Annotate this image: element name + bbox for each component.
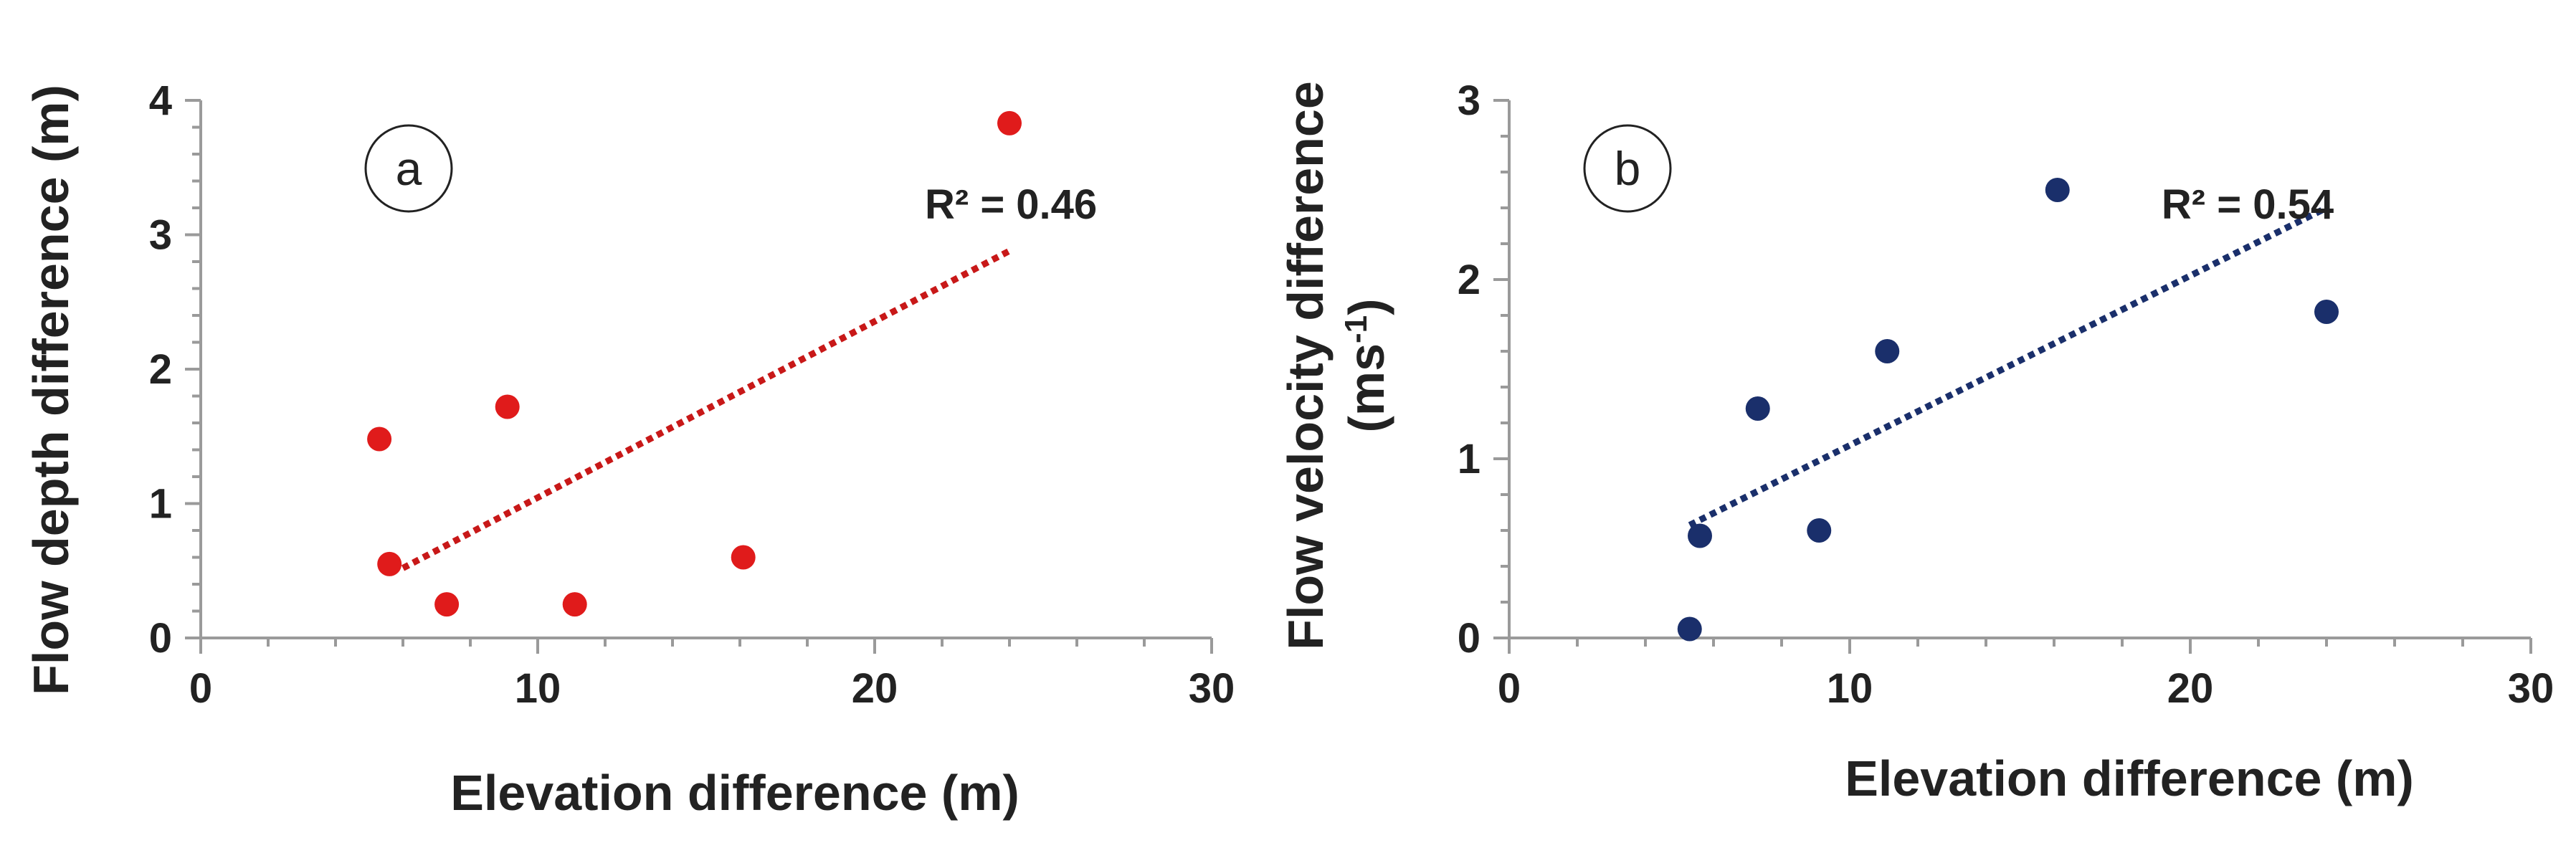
- panel-b-points: [1677, 178, 2339, 642]
- panel-b-y-unit: (ms-1): [1339, 299, 1394, 433]
- panel-b-x-tick-labels: 0 10 20 30: [1498, 665, 2554, 712]
- panel-a-data-point: [367, 426, 392, 452]
- panel-b-x-tick-label: 20: [2167, 665, 2214, 712]
- panel-b-y-title: Flow velocity difference: [1278, 81, 1334, 650]
- panel-b-x-tick-label: 10: [1827, 665, 1873, 712]
- panel-b-y-tick-label: 0: [1458, 615, 1481, 662]
- panel-a-trendline: [401, 248, 1012, 571]
- chart-panel-a: 0 10 20 30 0 1 2 3 4 R² = 0.46 a Elevation diff…: [23, 77, 1235, 821]
- panel-a-y-tick-label: 0: [149, 615, 172, 662]
- panel-b-letter: b: [1615, 142, 1641, 195]
- panel-a-data-point: [731, 545, 756, 570]
- panel-b-data-point: [2314, 300, 2339, 324]
- panel-a-data-point: [495, 394, 520, 419]
- panel-b-r-squared: R² = 0.54: [2162, 181, 2334, 228]
- panel-a-data-point: [997, 110, 1022, 135]
- panel-a-x-title: Elevation difference (m): [450, 765, 1020, 821]
- panel-a-y-tick-label: 3: [149, 212, 172, 259]
- panel-b-data-point: [1745, 396, 1770, 421]
- panel-a-y-tick-label: 1: [149, 481, 172, 528]
- panel-a-x-tick-label: 0: [189, 665, 212, 712]
- panel-b-label-circle: [1583, 124, 1672, 213]
- panel-a-label-circle: [364, 124, 453, 213]
- panel-b-y-tick-label: 2: [1458, 257, 1481, 303]
- panel-b-y-tick-label: 3: [1458, 77, 1481, 124]
- panel-a-y-tick-label: 4: [149, 77, 172, 124]
- panel-a-letter: a: [396, 142, 422, 195]
- panel-b-data-point: [2045, 178, 2070, 202]
- panel-a-points: [367, 110, 1022, 617]
- panel-a-x-tick-labels: 0 10 20 30: [189, 665, 1235, 712]
- panel-a-data-point: [434, 592, 460, 617]
- panel-a-x-tick-label: 20: [852, 665, 898, 712]
- panel-a-y-tick-label: 2: [149, 346, 172, 393]
- panel-a-data-point: [377, 551, 402, 576]
- panel-a-r-squared: R² = 0.46: [925, 181, 1097, 228]
- chart-panel-b: 0 10 20 30 0 1 2 3 R² = 0.54 b Elevation diffe…: [1278, 77, 2554, 806]
- panel-b-x-tick-label: 30: [2508, 665, 2554, 712]
- panel-b-y-tick-label: 1: [1458, 436, 1481, 482]
- panel-b-x-tick-label: 0: [1498, 665, 1521, 712]
- panel-a-y-tick-labels: 0 1 2 3 4: [149, 77, 172, 662]
- panel-b-data-point: [1875, 339, 1900, 363]
- panel-a-x-tick-label: 30: [1189, 665, 1235, 712]
- panel-b-y-tick-labels: 0 1 2 3: [1458, 77, 1481, 662]
- panel-a-y-title: Flow depth difference (m): [23, 85, 79, 695]
- panel-b-trendline: [1688, 204, 2329, 528]
- panel-b-data-point: [1807, 518, 1832, 543]
- panel-a-x-tick-label: 10: [515, 665, 561, 712]
- panel-a-data-point: [562, 592, 587, 617]
- panel-b-x-title: Elevation difference (m): [1845, 750, 2414, 806]
- panel-b-ticks: [1493, 99, 2532, 654]
- panel-b-data-point: [1677, 616, 1702, 642]
- panel-b-data-point: [1688, 523, 1712, 548]
